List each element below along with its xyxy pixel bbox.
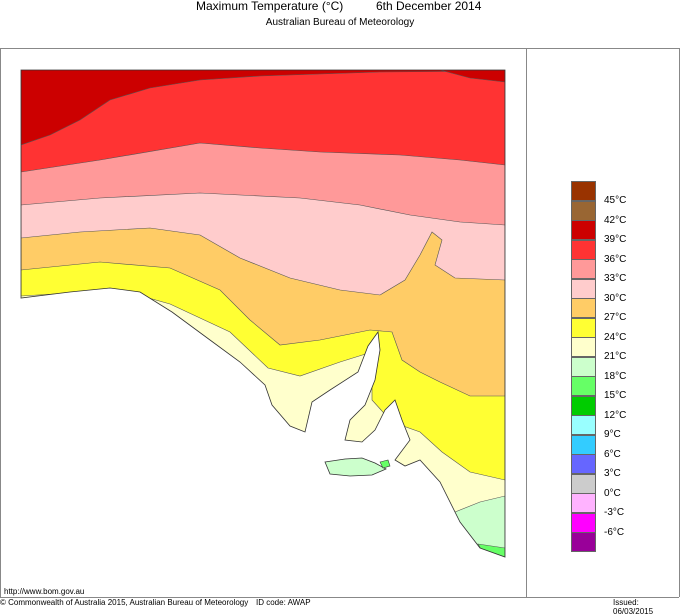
legend-swatch [571,434,596,455]
legend-label: 45°C [604,195,627,206]
legend-label: 33°C [604,273,627,284]
legend-label: 24°C [604,331,627,343]
legend-swatch [571,395,596,416]
legend-swatch [571,298,596,318]
legend-swatch [571,220,596,240]
legend-label: 12°C [604,409,627,421]
legend-label: 39°C [604,234,627,245]
legend-label: 9°C [604,429,621,440]
legend-swatch [571,337,596,357]
legend-swatch [571,278,596,299]
map-title: Maximum Temperature (°C) 6th December 20… [0,0,680,14]
legend-label: 3°C [604,468,621,479]
legend-label: 18°C [604,370,627,382]
legend-label: 27°C [604,312,627,323]
map-frame [0,48,679,598]
legend-swatch [571,493,596,513]
legend-swatch [571,376,596,396]
divider [526,48,527,597]
copyright: © Commonwealth of Australia 2015, Austra… [0,598,249,607]
legend-label: 15°C [604,390,627,401]
id-code: ID code: AWAP [256,598,311,607]
legend-swatch [571,317,596,338]
url-link[interactable]: http://www.bom.gov.au [4,587,85,596]
legend-swatch [571,473,596,494]
issued-date: Issued: 06/03/2015 [613,598,654,616]
legend-swatch [571,454,596,474]
legend-swatch [571,532,596,552]
legend-label: -6°C [604,526,625,538]
legend-label: 30°C [604,292,627,304]
kangaroo-island [324,457,387,477]
legend-swatch [571,512,596,533]
legend-label: 6°C [604,448,621,460]
title-text: Maximum Temperature (°C) [196,0,344,13]
legend-swatch [571,181,596,201]
legend-swatch [571,415,596,435]
title-date: 6th December 2014 [376,0,482,13]
band-39-42-east [439,70,505,83]
legend-swatch [571,356,596,377]
legend-label: 21°C [604,351,627,362]
legend-label: 0°C [604,487,621,499]
legend-swatch [571,200,596,221]
band-39-42 [21,70,505,146]
legend-label: 42°C [604,214,627,226]
legend-label: -3°C [604,507,625,518]
legend-swatch [571,239,596,260]
legend-label: 36°C [604,253,627,265]
legend-swatch [571,259,596,279]
subtitle: Australian Bureau of Meteorology [265,17,415,28]
